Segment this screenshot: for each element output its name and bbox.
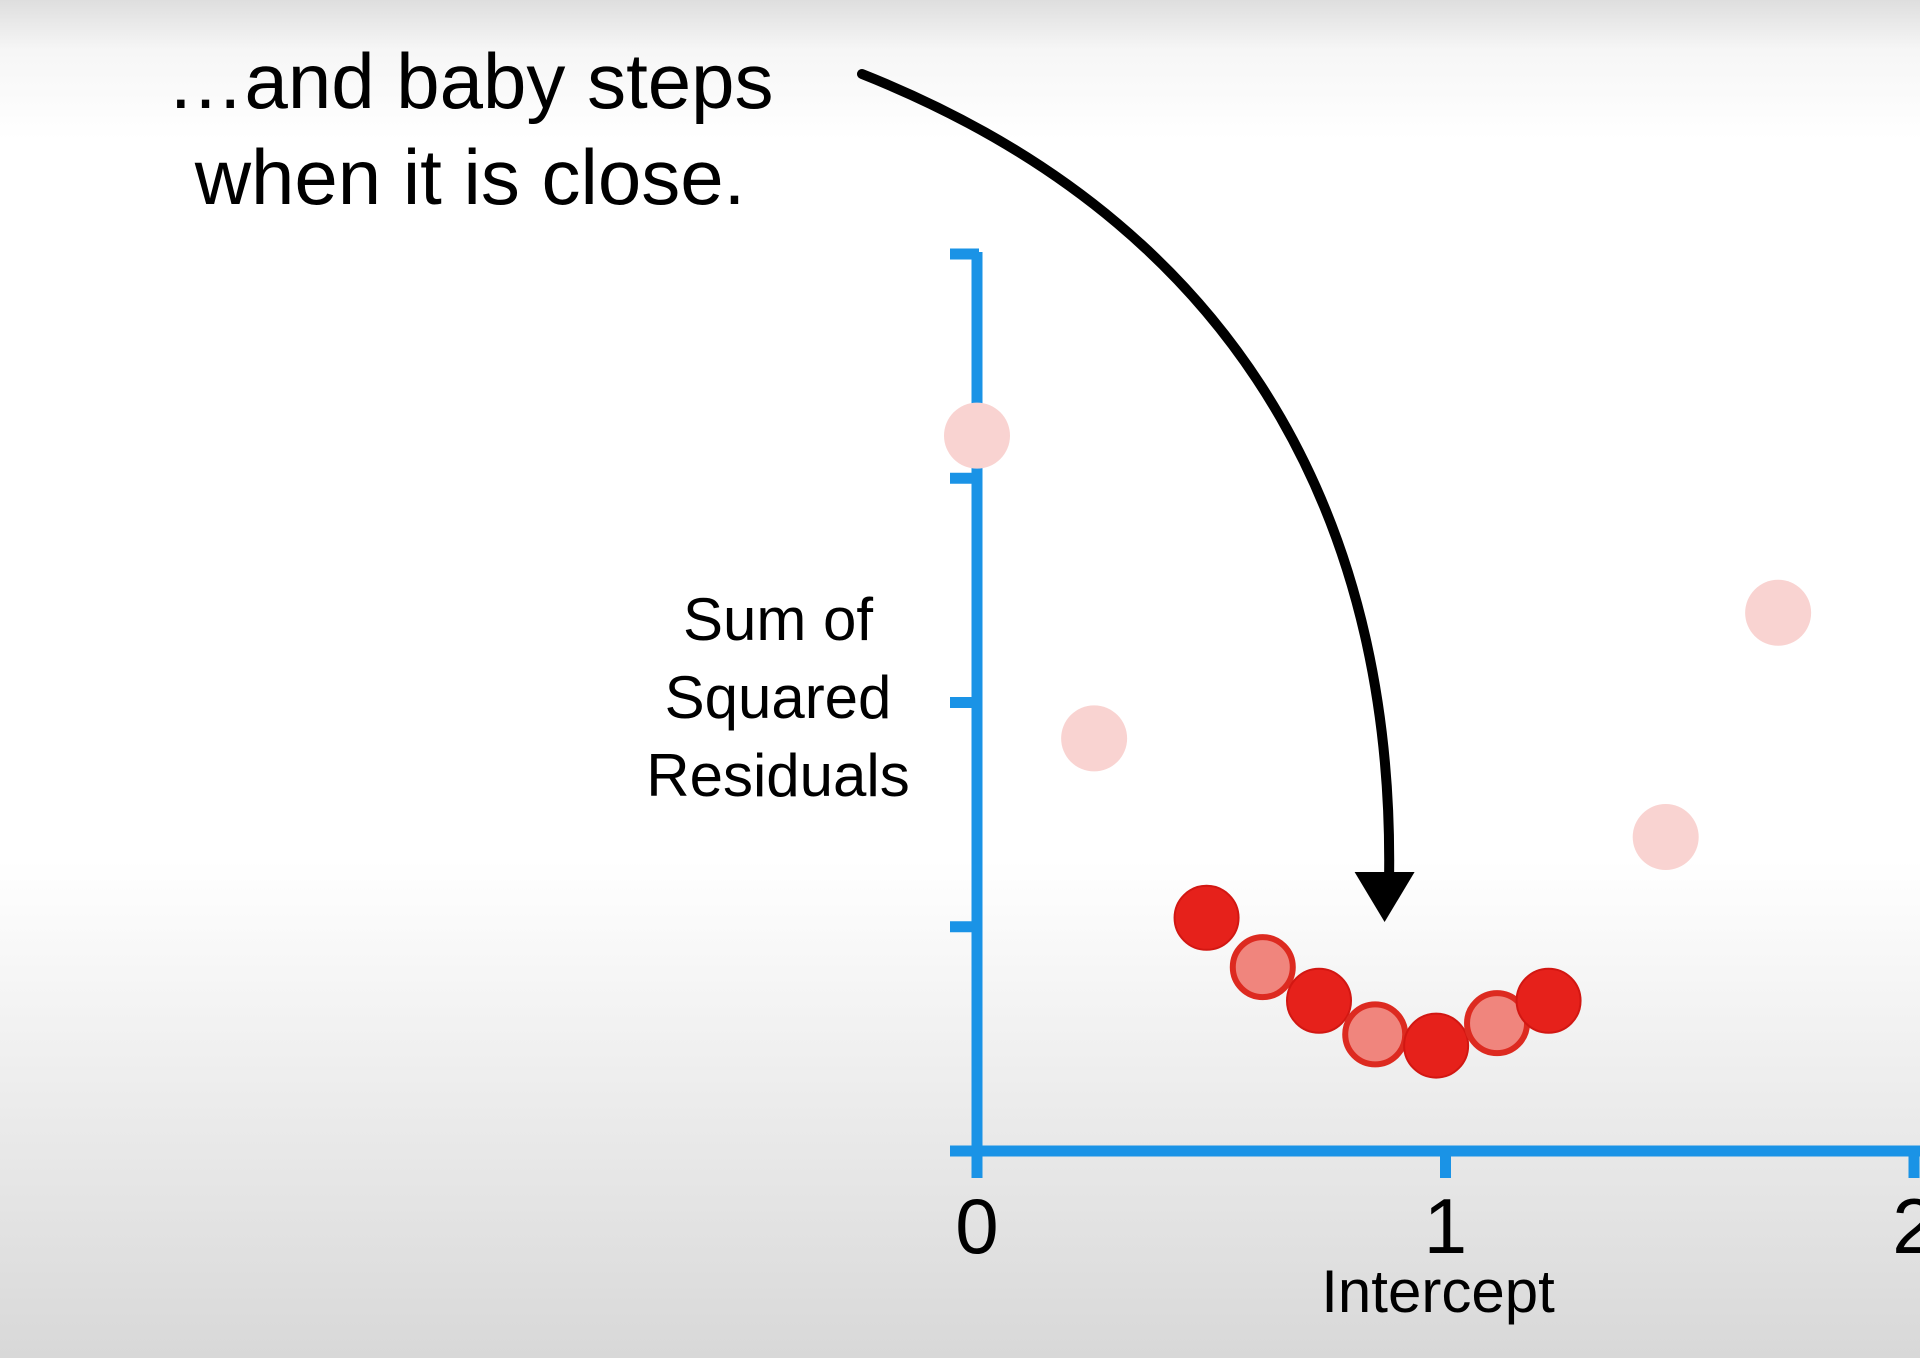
step-point-4 — [1515, 967, 1582, 1034]
arrow-shaft — [857, 69, 1395, 888]
annotation-text-line-1: …and baby steps — [166, 37, 774, 125]
x-tick-label-1: 1 — [1424, 1182, 1467, 1270]
step-point-2 — [1286, 967, 1353, 1034]
x-axis-label: Intercept — [1321, 1258, 1555, 1325]
axis-labels: 0 1 2 Intercept Sum of Squared Residuals — [646, 586, 1920, 1325]
faded-point-3 — [1632, 804, 1699, 871]
arrow-head — [1354, 872, 1415, 923]
faded-point-2 — [1061, 705, 1128, 772]
step-point-3 — [1403, 1012, 1470, 1079]
step-point-1 — [1173, 884, 1240, 951]
annotation-text-line-2: when it is close. — [194, 133, 746, 221]
y-axis-label-line-1: Sum of — [683, 586, 873, 653]
data-points — [944, 402, 1812, 1079]
axes — [950, 248, 1920, 1178]
faded-point-4 — [1745, 579, 1812, 646]
y-axis-label-line-2: Squared — [665, 664, 892, 731]
x-tick-label-0: 0 — [955, 1182, 998, 1270]
half-step-point-1 — [1229, 934, 1296, 1001]
annotation-arrow — [857, 69, 1415, 923]
faded-point-1 — [944, 402, 1010, 469]
half-step-point-2 — [1342, 1001, 1409, 1068]
x-tick-label-2: 2 — [1892, 1182, 1920, 1270]
y-axis-label-line-3: Residuals — [646, 742, 909, 809]
